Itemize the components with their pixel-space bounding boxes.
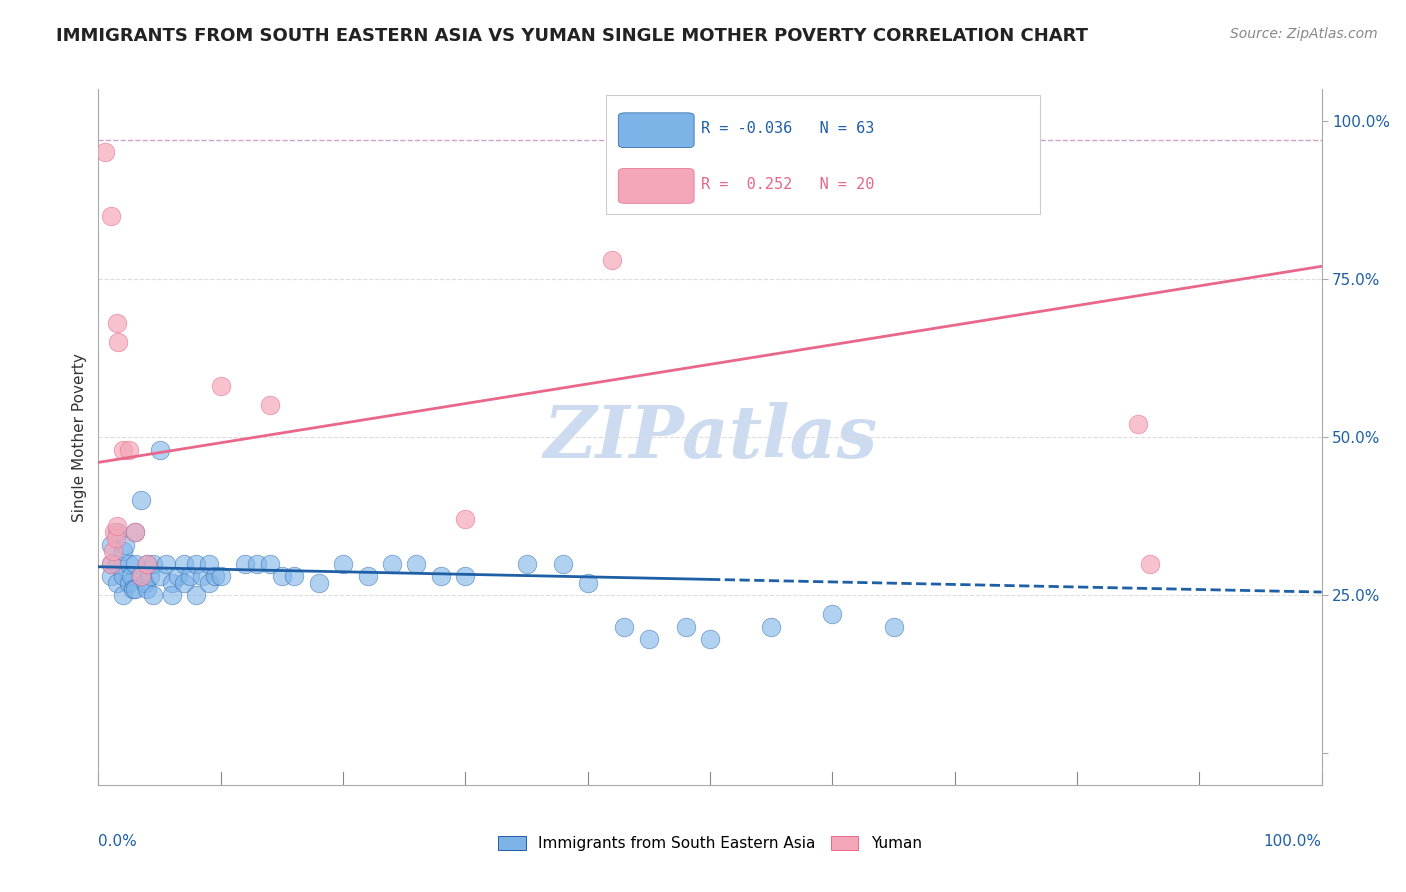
Point <box>821 607 844 622</box>
Point <box>515 557 537 571</box>
Point <box>160 588 183 602</box>
Point <box>111 544 134 558</box>
Point <box>129 493 152 508</box>
Point <box>105 524 128 539</box>
Point <box>124 557 146 571</box>
Point <box>103 524 125 539</box>
Point <box>699 632 721 647</box>
Point <box>167 569 190 583</box>
Point <box>100 557 122 571</box>
Point <box>233 557 256 571</box>
Point <box>283 569 305 583</box>
Text: 100.0%: 100.0% <box>1264 834 1322 848</box>
Y-axis label: Single Mother Poverty: Single Mother Poverty <box>72 352 87 522</box>
Point <box>124 582 146 596</box>
Point <box>173 557 195 571</box>
Point <box>105 518 128 533</box>
Point <box>149 442 172 457</box>
Point <box>100 538 122 552</box>
FancyBboxPatch shape <box>619 169 695 203</box>
Point <box>209 379 232 393</box>
Point <box>197 575 219 590</box>
Point <box>883 620 905 634</box>
Point <box>613 620 636 634</box>
Point <box>186 588 208 602</box>
Point <box>93 145 115 160</box>
Point <box>186 557 208 571</box>
Point <box>120 569 142 583</box>
Point <box>136 557 159 571</box>
Point <box>600 252 623 267</box>
Point <box>356 569 378 583</box>
Text: Source: ZipAtlas.com: Source: ZipAtlas.com <box>1230 27 1378 41</box>
Point <box>246 557 269 571</box>
Point <box>136 557 159 571</box>
Point <box>204 569 226 583</box>
Point <box>454 569 477 583</box>
Point <box>124 524 146 539</box>
Point <box>124 524 146 539</box>
Point <box>173 575 195 590</box>
Point <box>129 569 152 583</box>
Point <box>118 557 141 571</box>
Point <box>179 569 201 583</box>
Point <box>454 512 477 526</box>
Point <box>118 575 141 590</box>
Point <box>104 531 127 545</box>
Point <box>129 569 152 583</box>
Point <box>1128 417 1150 432</box>
Point <box>155 557 177 571</box>
Point <box>100 557 122 571</box>
Point <box>118 442 141 457</box>
Text: R =  0.252   N = 20: R = 0.252 N = 20 <box>702 177 875 192</box>
Point <box>111 569 134 583</box>
Text: 0.0%: 0.0% <box>98 834 138 848</box>
Point <box>105 316 128 330</box>
Point <box>149 569 172 583</box>
Legend: Immigrants from South Eastern Asia, Yuman: Immigrants from South Eastern Asia, Yuma… <box>492 830 928 857</box>
Point <box>675 620 697 634</box>
Point <box>270 569 294 583</box>
Point <box>121 582 143 596</box>
FancyBboxPatch shape <box>619 113 695 148</box>
Point <box>553 557 575 571</box>
Point <box>114 538 136 552</box>
Text: ZIPatlas: ZIPatlas <box>543 401 877 473</box>
Point <box>136 582 159 596</box>
Point <box>105 557 128 571</box>
Point <box>576 575 599 590</box>
Point <box>134 575 156 590</box>
Point <box>430 569 453 583</box>
Point <box>332 557 354 571</box>
Point <box>259 557 281 571</box>
Point <box>142 557 165 571</box>
Point <box>191 569 214 583</box>
Point <box>197 557 219 571</box>
Text: R = -0.036   N = 63: R = -0.036 N = 63 <box>702 121 875 136</box>
Point <box>308 575 330 590</box>
Point <box>142 588 165 602</box>
Point <box>105 575 128 590</box>
Point <box>107 335 129 350</box>
FancyBboxPatch shape <box>606 95 1040 214</box>
Point <box>101 544 124 558</box>
Point <box>100 209 122 223</box>
Text: IMMIGRANTS FROM SOUTH EASTERN ASIA VS YUMAN SINGLE MOTHER POVERTY CORRELATION CH: IMMIGRANTS FROM SOUTH EASTERN ASIA VS YU… <box>56 27 1088 45</box>
Point <box>209 569 232 583</box>
Point <box>111 588 134 602</box>
Point <box>1139 557 1161 571</box>
Point <box>405 557 427 571</box>
Point <box>761 620 783 634</box>
Point <box>259 399 281 413</box>
Point <box>160 575 183 590</box>
Point <box>100 569 122 583</box>
Point <box>638 632 661 647</box>
Point <box>139 569 162 583</box>
Point <box>111 442 134 457</box>
Point <box>381 557 404 571</box>
